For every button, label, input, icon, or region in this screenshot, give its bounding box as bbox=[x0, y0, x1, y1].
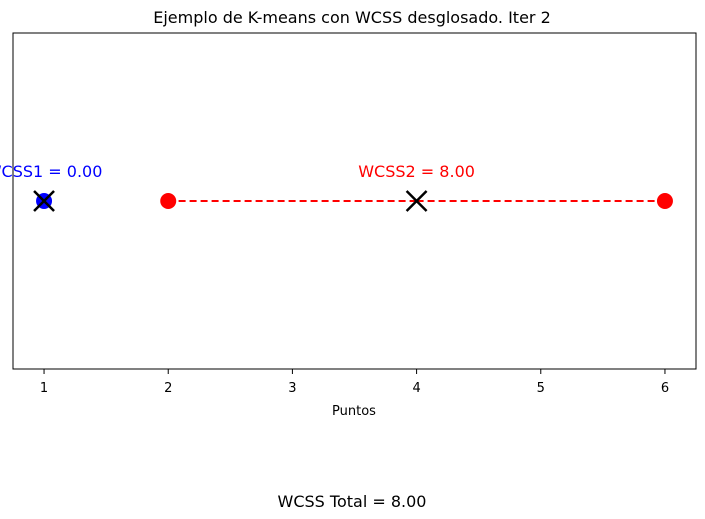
x-axis-label: Puntos bbox=[332, 404, 376, 419]
x-tick-label-5: 6 bbox=[661, 381, 669, 396]
cluster-1: WCSS1 = 0.00 bbox=[0, 162, 102, 212]
x-tick-label-3: 4 bbox=[412, 381, 420, 396]
x-tick-label-0: 1 bbox=[40, 381, 48, 396]
wcss-annotation-1: WCSS1 = 0.00 bbox=[0, 162, 102, 181]
centroid-marker-1 bbox=[33, 190, 55, 212]
x-tick-label-4: 5 bbox=[537, 381, 545, 396]
wcss-annotation-2: WCSS2 = 8.00 bbox=[358, 162, 475, 181]
data-point-2-1 bbox=[160, 193, 177, 209]
plot-area-frame bbox=[12, 32, 697, 370]
chart-title: Ejemplo de K-means con WCSS desglosado. … bbox=[153, 8, 551, 27]
data-point-2-2 bbox=[656, 193, 673, 209]
x-tick-label-2: 3 bbox=[288, 381, 296, 396]
cluster-2: WCSS2 = 8.00 bbox=[160, 162, 673, 212]
centroid-marker-2 bbox=[405, 190, 428, 212]
x-tick-label-1: 2 bbox=[164, 381, 172, 396]
wcss-total-text: WCSS Total = 8.00 bbox=[278, 492, 427, 511]
